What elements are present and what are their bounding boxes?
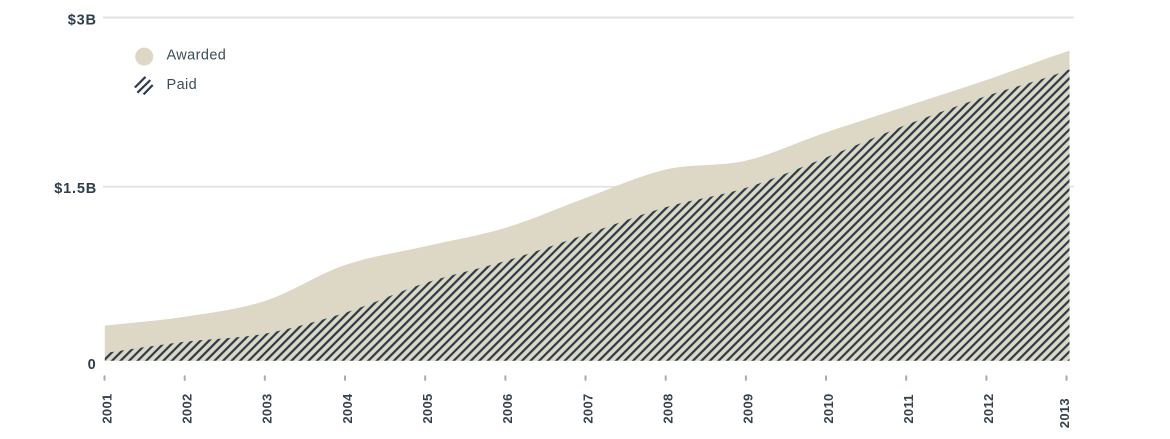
svg-text:2012: 2012 [981, 393, 996, 423]
svg-text:2009: 2009 [741, 393, 756, 423]
svg-text:2008: 2008 [661, 393, 676, 423]
svg-text:2002: 2002 [180, 393, 195, 423]
svg-text:2013: 2013 [1057, 398, 1072, 428]
svg-text:2001: 2001 [99, 393, 114, 423]
svg-text:2010: 2010 [821, 393, 836, 423]
svg-text:2011: 2011 [901, 394, 916, 423]
svg-text:$1.5B: $1.5B [54, 181, 97, 197]
svg-text:2003: 2003 [260, 393, 275, 423]
svg-text:2007: 2007 [580, 393, 595, 423]
svg-text:0: 0 [88, 357, 97, 373]
svg-text:2006: 2006 [500, 393, 515, 423]
svg-text:Awarded: Awarded [167, 48, 227, 64]
svg-text:2005: 2005 [420, 393, 435, 423]
svg-text:Paid: Paid [167, 77, 198, 93]
svg-text:2004: 2004 [340, 393, 355, 424]
svg-text:$3B: $3B [68, 13, 97, 29]
